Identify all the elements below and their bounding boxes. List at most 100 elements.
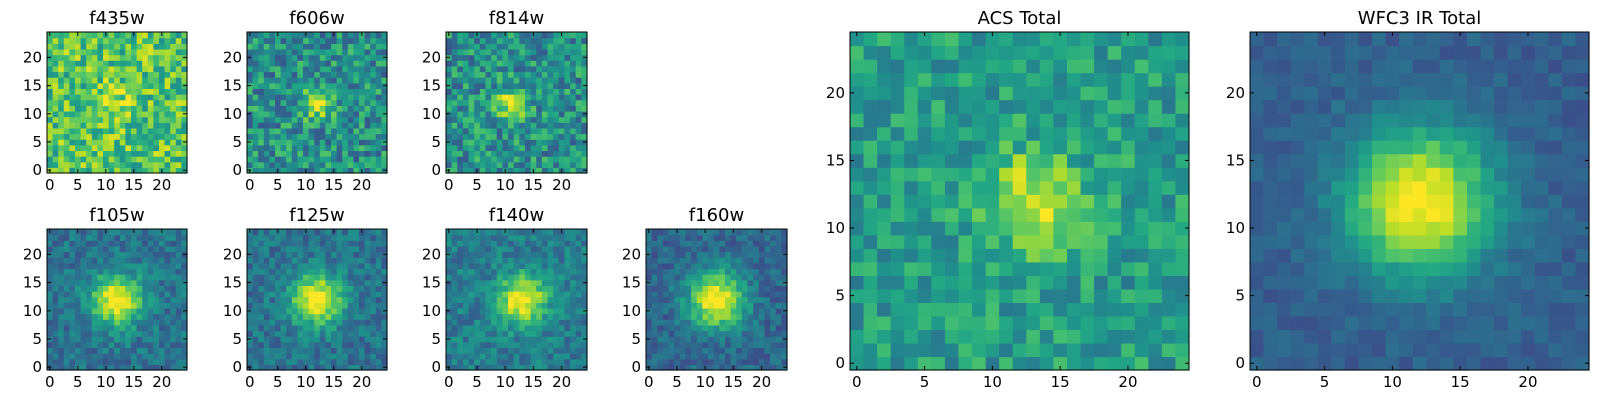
- heatmap-cell: [47, 88, 54, 95]
- heatmap-cell: [1039, 180, 1054, 195]
- heatmap-cell: [347, 133, 354, 140]
- heatmap-cell: [1148, 329, 1163, 344]
- heatmap-cell: [159, 257, 166, 264]
- heatmap-cell: [479, 330, 487, 337]
- heatmap-cell: [364, 319, 371, 326]
- heatmap-cell: [80, 122, 87, 129]
- heatmap-cell: [702, 274, 709, 281]
- heatmap-cell: [536, 245, 543, 253]
- heatmap-cell: [1161, 248, 1177, 263]
- heatmap-cell: [325, 324, 332, 332]
- x-tick-label: 20: [352, 373, 371, 391]
- heatmap-cell: [147, 161, 154, 168]
- heatmap-cell: [252, 65, 259, 73]
- heatmap-cell: [674, 347, 681, 354]
- heatmap-cell: [524, 37, 532, 44]
- heatmap-cell: [679, 251, 687, 258]
- heatmap-cell: [491, 122, 498, 129]
- heatmap-cell: [269, 313, 276, 320]
- heatmap-cell: [286, 296, 293, 303]
- heatmap-cell: [485, 48, 492, 56]
- heatmap-cell: [291, 161, 298, 168]
- heatmap-cell: [462, 99, 470, 106]
- heatmap-cell: [741, 358, 749, 365]
- heatmap-cell: [446, 65, 453, 73]
- heatmap-cell: [581, 116, 588, 123]
- heatmap-cell: [47, 245, 54, 253]
- heatmap-cell: [985, 248, 1000, 263]
- heatmap-cell: [364, 161, 371, 168]
- heatmap-cell: [581, 105, 588, 112]
- heatmap-cell: [462, 54, 470, 61]
- heatmap-cell: [131, 324, 138, 332]
- heatmap-cell: [479, 116, 487, 123]
- heatmap-cell: [375, 319, 382, 326]
- heatmap-cell: [364, 251, 371, 258]
- heatmap-cell: [47, 77, 54, 84]
- heatmap-cell: [553, 156, 560, 163]
- heatmap-cell: [446, 268, 453, 275]
- heatmap-cell: [114, 341, 121, 349]
- heatmap-cell: [175, 302, 182, 309]
- heatmap-cell: [713, 302, 720, 309]
- heatmap-cell: [308, 336, 315, 343]
- heatmap-cell: [297, 307, 304, 315]
- heatmap-cell: [119, 161, 126, 168]
- x-tick-label: 10: [696, 373, 715, 391]
- heatmap-cell: [108, 54, 115, 61]
- heatmap-cell: [103, 307, 110, 315]
- heatmap-cell: [52, 48, 59, 56]
- heatmap-cell: [502, 353, 509, 360]
- heatmap-cell: [457, 313, 464, 320]
- heatmap-cell: [147, 144, 154, 152]
- heatmap-cell: [496, 330, 503, 337]
- heatmap-cell: [646, 240, 653, 247]
- heatmap-cell: [581, 65, 588, 73]
- heatmap-cell: [342, 313, 349, 320]
- heatmap-cell: [558, 60, 566, 67]
- heatmap-cell: [364, 122, 371, 129]
- heatmap-cell: [80, 319, 87, 326]
- heatmap-cell: [164, 144, 171, 152]
- heatmap-cell: [125, 251, 132, 258]
- heatmap-cell: [164, 229, 171, 236]
- heatmap-cell: [519, 257, 526, 264]
- heatmap-cell: [119, 127, 126, 135]
- heatmap-cell: [1148, 194, 1163, 209]
- heatmap-cell: [269, 133, 276, 140]
- heatmap-cell: [247, 319, 254, 326]
- heatmap-cell: [342, 296, 349, 303]
- heatmap-cell: [347, 274, 354, 281]
- heatmap-cell: [175, 60, 182, 67]
- heatmap-cell: [519, 324, 526, 332]
- heatmap-cell: [519, 88, 526, 95]
- heatmap-cell: [131, 161, 138, 168]
- heatmap-cell: [58, 54, 65, 61]
- heatmap-cell: [119, 144, 126, 152]
- heatmap-cell: [1012, 194, 1027, 209]
- heatmap-cell: [275, 274, 282, 281]
- heatmap-cell: [674, 302, 681, 309]
- heatmap-cell: [269, 60, 276, 67]
- heatmap-cell: [136, 341, 143, 349]
- heatmap-cell: [75, 60, 82, 67]
- heatmap-cell: [741, 268, 749, 275]
- heatmap-cell: [347, 43, 354, 50]
- heatmap-cell: [702, 336, 709, 343]
- heatmap-cell: [359, 307, 366, 315]
- heatmap-cell: [280, 48, 287, 56]
- heatmap-cell: [462, 257, 470, 264]
- heatmap-cell: [524, 296, 532, 303]
- heatmap-cell: [314, 144, 321, 152]
- heatmap-cell: [336, 116, 343, 123]
- heatmap-cell: [97, 105, 104, 112]
- heatmap-cell: [781, 302, 788, 309]
- heatmap-cell: [781, 257, 788, 264]
- heatmap-cell: [775, 302, 782, 309]
- heatmap-cell: [347, 229, 354, 236]
- heatmap-cell: [86, 37, 93, 44]
- heatmap-cell: [331, 144, 338, 152]
- heatmap-cell: [485, 358, 492, 365]
- heatmap-cell: [985, 167, 1000, 182]
- heatmap-cell: [97, 161, 104, 168]
